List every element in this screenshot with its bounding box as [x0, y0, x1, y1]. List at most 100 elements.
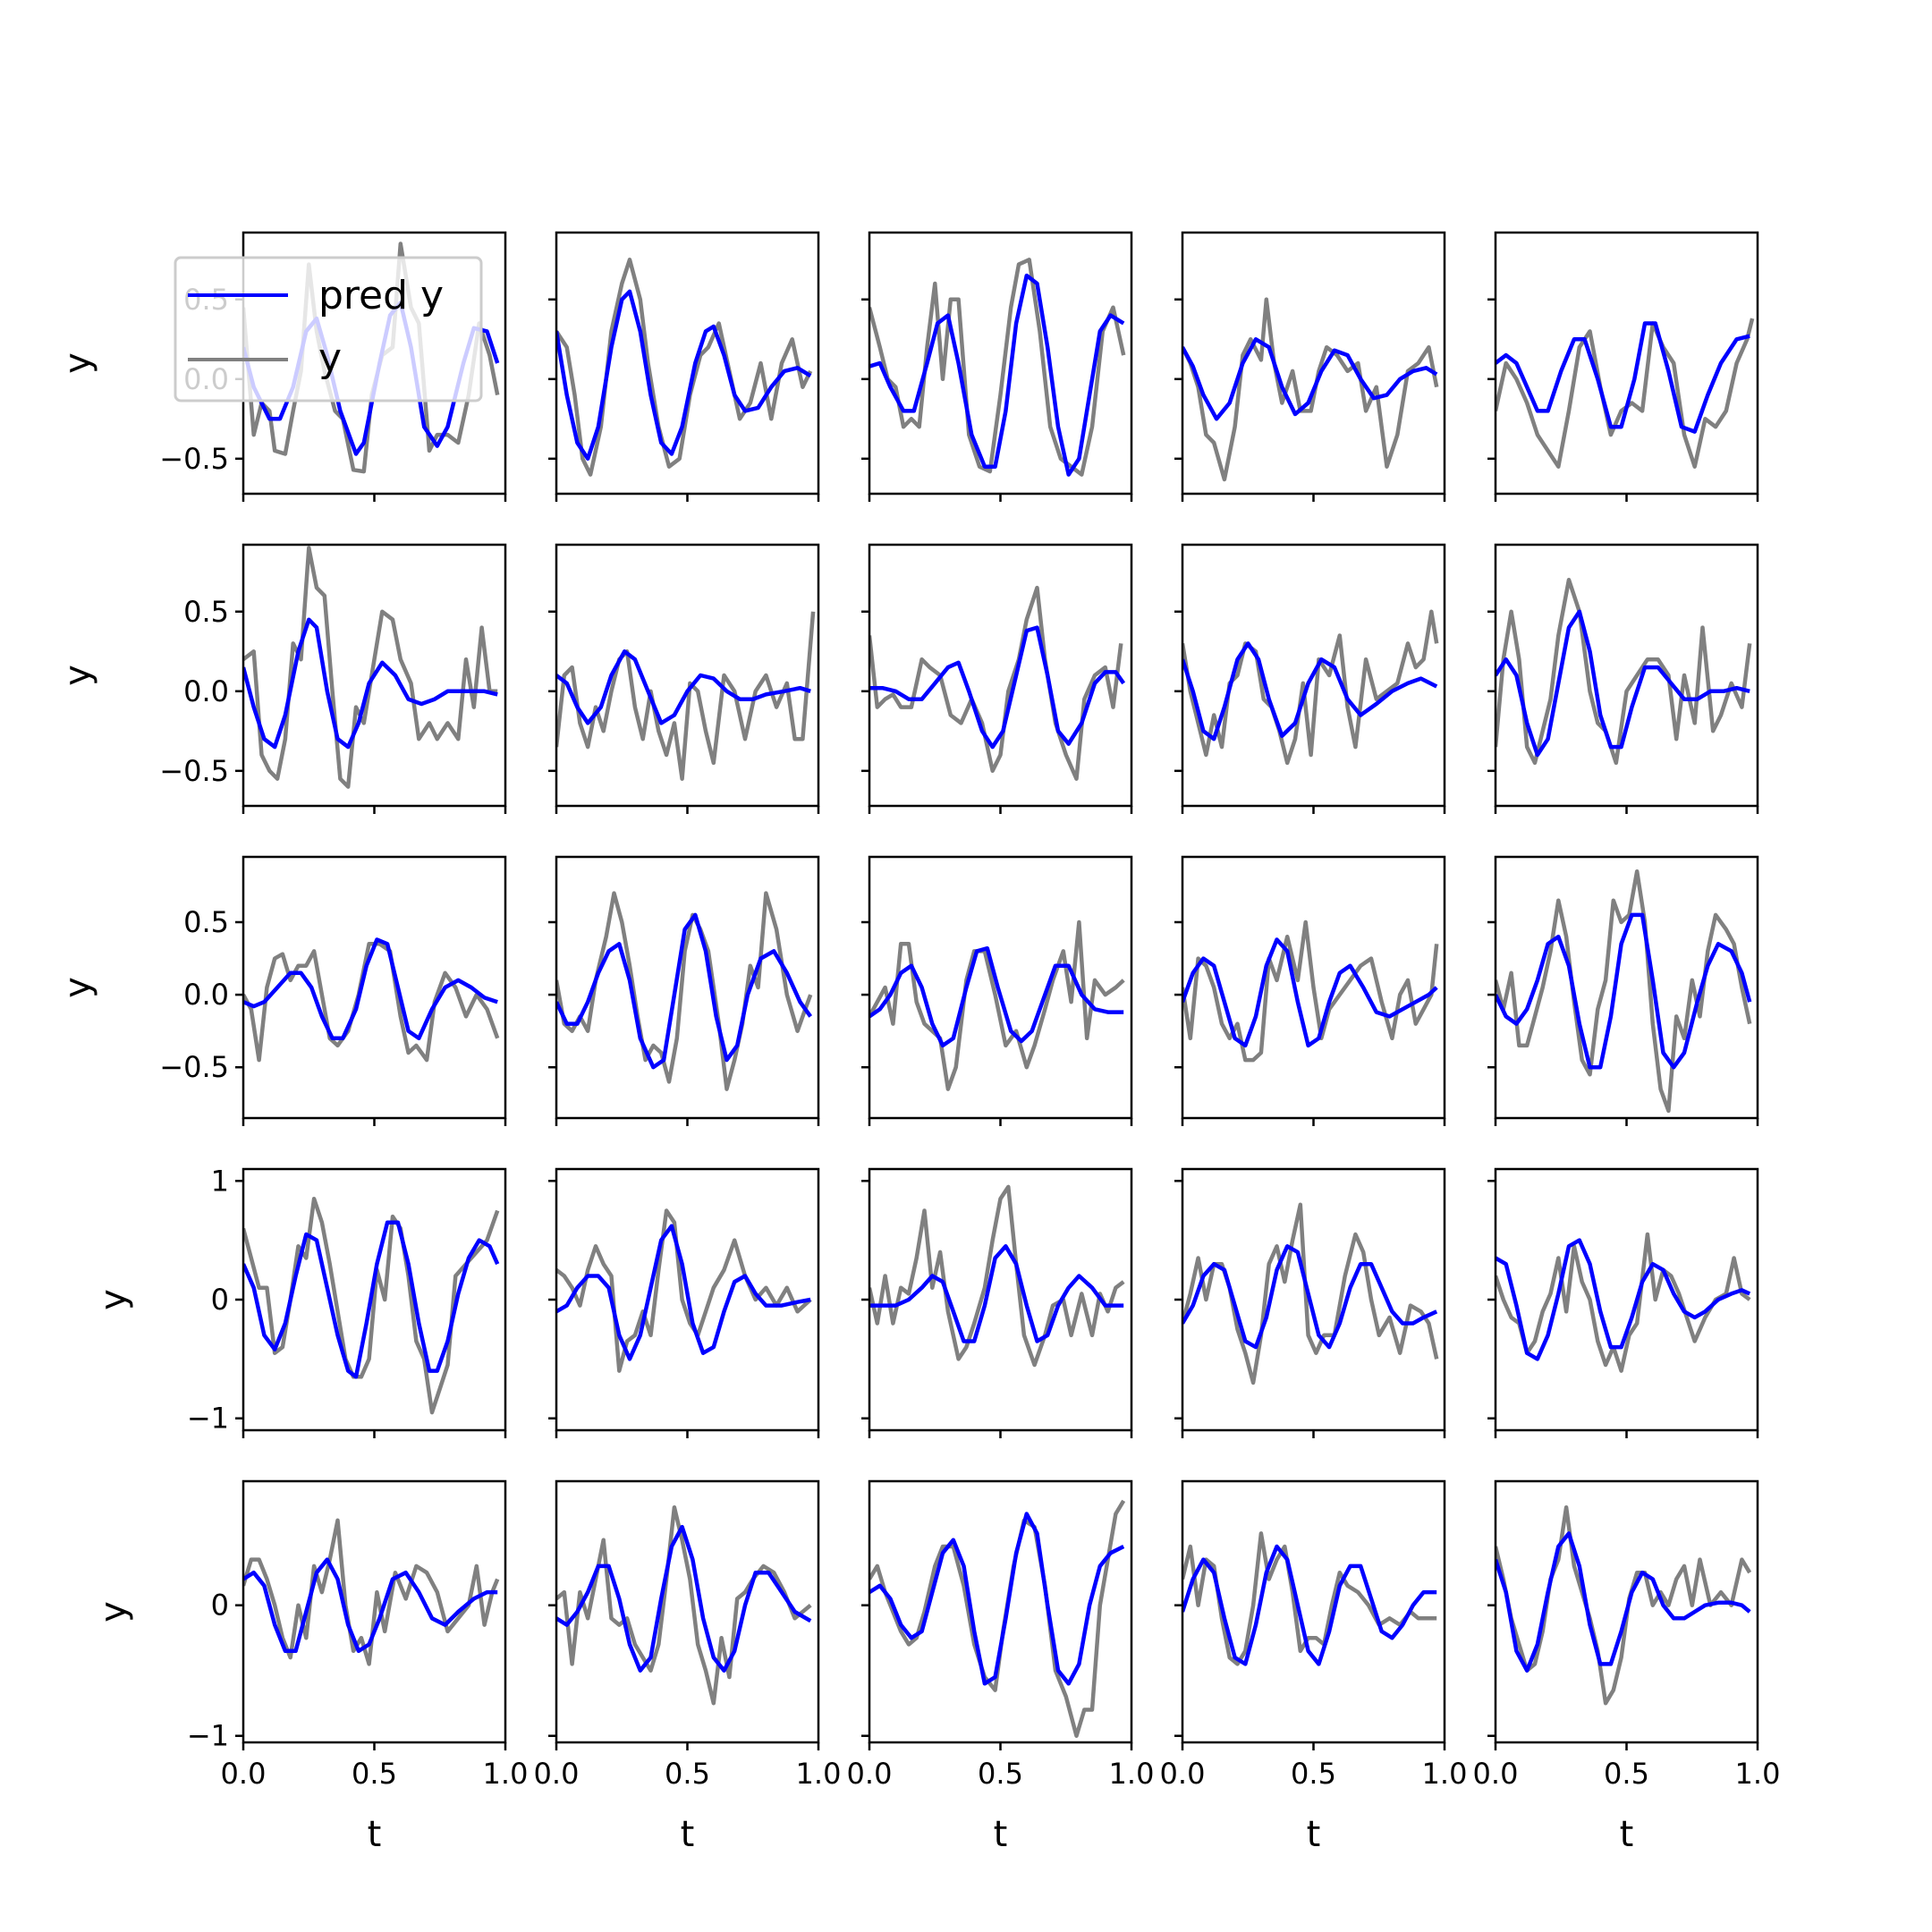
panel-r1-c4: [1174, 231, 1446, 502]
panel-r2-c1: −0.5 0.0 0.5 y: [57, 543, 507, 814]
x-tick-label: 0.0: [534, 1757, 580, 1791]
x-axis-label: t: [368, 1814, 382, 1855]
panel-r4-c5: [1487, 1167, 1759, 1438]
series-pred-line: [1496, 1531, 1751, 1673]
panel-r3-c4: [1174, 855, 1446, 1126]
series-pred-line: [1182, 937, 1438, 1048]
series-pred-line: [243, 937, 498, 1041]
y-tick-label: −0.5: [159, 442, 229, 476]
series-pred-line: [243, 1557, 498, 1654]
series-pred-line: [1496, 1238, 1751, 1361]
panel-r1-c3: [861, 231, 1133, 502]
panel-r2-c3: [861, 543, 1133, 814]
series-y-line: [869, 919, 1125, 1091]
x-tick-label: 1.0: [1422, 1757, 1468, 1791]
panel-r4-c4: [1174, 1167, 1446, 1438]
y-tick-label: −1: [187, 1719, 229, 1753]
y-tick-label: −0.5: [159, 754, 229, 788]
y-tick-label: −1: [187, 1402, 229, 1436]
panel-r5-c4: 0.0 0.5 1.0 t: [1160, 1479, 1468, 1855]
x-tick-label: 0.5: [352, 1757, 397, 1791]
panel-r5-c3: 0.0 0.5 1.0 t: [847, 1479, 1155, 1855]
series-y-line: [243, 1518, 500, 1666]
series-pred-line: [556, 1224, 811, 1361]
x-axis-label: t: [994, 1814, 1008, 1855]
series-y-line: [869, 585, 1123, 781]
panel-r3-c1: −0.5 0.0 0.5 y: [57, 855, 507, 1126]
series-pred-line: [1182, 337, 1438, 421]
x-tick-label: 0.0: [847, 1757, 893, 1791]
y-axis-label: y: [57, 665, 98, 686]
panel-r1-c5: [1487, 231, 1759, 502]
series-pred-line: [1182, 1544, 1437, 1666]
panel-r2-c4: [1174, 543, 1446, 814]
panel-r2-c5: [1487, 543, 1759, 814]
series-y-line: [243, 242, 500, 474]
series-y-line: [556, 611, 816, 781]
series-pred-line: [1182, 641, 1438, 741]
x-tick-label: 0.0: [1473, 1757, 1519, 1791]
x-tick-label: 0.5: [1604, 1757, 1649, 1791]
series-pred-line: [556, 1524, 812, 1673]
x-tick-label: 1.0: [1109, 1757, 1155, 1791]
series-y-line: [556, 258, 813, 477]
series-y-line: [869, 1499, 1126, 1738]
panel-r3-c5: [1487, 855, 1759, 1126]
series-y-line: [869, 1184, 1125, 1368]
y-tick-label: −0.5: [159, 1050, 229, 1084]
panel-r3-c3: [861, 855, 1133, 1126]
series-y-line: [1182, 609, 1439, 766]
y-axis-label: y: [57, 977, 98, 998]
series-pred-line: [869, 945, 1124, 1048]
y-tick-label: 0: [211, 1283, 229, 1317]
series-pred-line: [869, 1244, 1124, 1343]
panel-r4-c2: [548, 1167, 820, 1438]
y-tick-label: 0: [211, 1589, 229, 1623]
series-pred-line: [1496, 321, 1750, 434]
y-axis-label: y: [93, 1601, 134, 1623]
panel-r3-c2: [548, 855, 820, 1126]
panel-r4-c1: −1 0 1 y: [93, 1164, 507, 1438]
y-tick-label: 0.5: [183, 595, 229, 629]
panel-r5-c5: 0.0 0.5 1.0 t: [1473, 1479, 1781, 1855]
series-y-line: [1496, 577, 1752, 766]
panel-r2-c2: [548, 543, 820, 814]
x-axis-label: t: [1620, 1814, 1634, 1855]
series-pred-line: [1496, 912, 1752, 1070]
x-axis-label: t: [1307, 1814, 1321, 1855]
y-tick-label: 0.0: [183, 978, 229, 1012]
y-axis-label: y: [57, 352, 98, 374]
series-pred-line: [869, 273, 1125, 477]
y-tick-label: 1: [211, 1164, 229, 1198]
panel-r5-c1: −1 0 0.0 0.5 1.0 y t: [93, 1479, 529, 1855]
panel-grid: −0.50.00.5y−0.50.00.5y−0.50.00.5y−101y−1…: [57, 231, 1781, 1855]
x-axis-label: t: [681, 1814, 695, 1855]
panel-r4-c3: [861, 1167, 1133, 1438]
x-tick-label: 0.5: [665, 1757, 710, 1791]
legend: pred y y: [174, 256, 483, 402]
series-pred-line: [243, 617, 498, 750]
x-tick-label: 0.0: [221, 1757, 267, 1791]
series-pred-line: [869, 625, 1126, 750]
y-axis-label: y: [93, 1289, 134, 1310]
panel-r1-c2: [548, 231, 820, 502]
x-tick-label: 1.0: [483, 1757, 529, 1791]
series-y-line: [1496, 1232, 1751, 1373]
series-y-line: [1182, 1202, 1439, 1385]
series-pred-line: [556, 912, 813, 1070]
series-y-line: [869, 258, 1126, 477]
y-tick-label: 0.0: [183, 674, 229, 708]
series-y-line: [1182, 919, 1439, 1063]
series-pred-line: [556, 289, 812, 462]
x-tick-label: 1.0: [796, 1757, 842, 1791]
series-y-line: [1182, 1531, 1437, 1666]
series-pred-line: [1496, 609, 1750, 758]
x-tick-label: 0.5: [1291, 1757, 1336, 1791]
legend-y-label: y: [318, 335, 342, 381]
series-y-line: [243, 1196, 500, 1415]
x-tick-label: 0.5: [978, 1757, 1023, 1791]
x-tick-label: 1.0: [1735, 1757, 1781, 1791]
series-y-line: [243, 546, 498, 789]
series-pred-line: [1182, 1244, 1438, 1350]
